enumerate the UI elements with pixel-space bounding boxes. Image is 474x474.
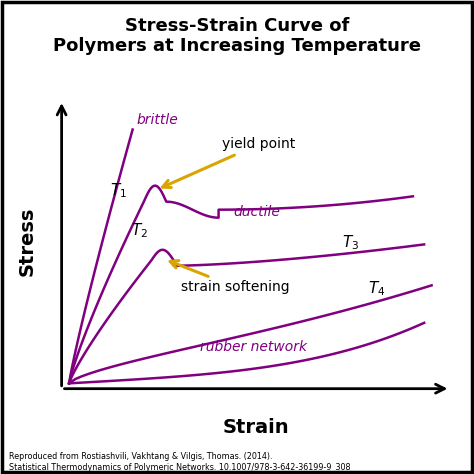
Text: Strain: Strain <box>223 418 289 437</box>
Text: yield point: yield point <box>163 137 296 188</box>
Text: ductile: ductile <box>234 205 281 219</box>
Text: brittle: brittle <box>137 113 178 127</box>
Text: $T_2$: $T_2$ <box>131 222 148 240</box>
Text: Stress-Strain Curve of
Polymers at Increasing Temperature: Stress-Strain Curve of Polymers at Incre… <box>53 17 421 55</box>
Text: rubber network: rubber network <box>200 340 307 354</box>
Text: strain softening: strain softening <box>170 261 290 294</box>
Text: $T_1$: $T_1$ <box>110 182 127 201</box>
Text: $T_4$: $T_4$ <box>368 279 385 298</box>
Text: Reproduced from Rostiashvili, Vakhtang & Vilgis, Thomas. (2014).
Statistical The: Reproduced from Rostiashvili, Vakhtang &… <box>9 452 351 472</box>
Text: $T_3$: $T_3$ <box>342 234 359 253</box>
Text: Stress: Stress <box>17 207 36 276</box>
